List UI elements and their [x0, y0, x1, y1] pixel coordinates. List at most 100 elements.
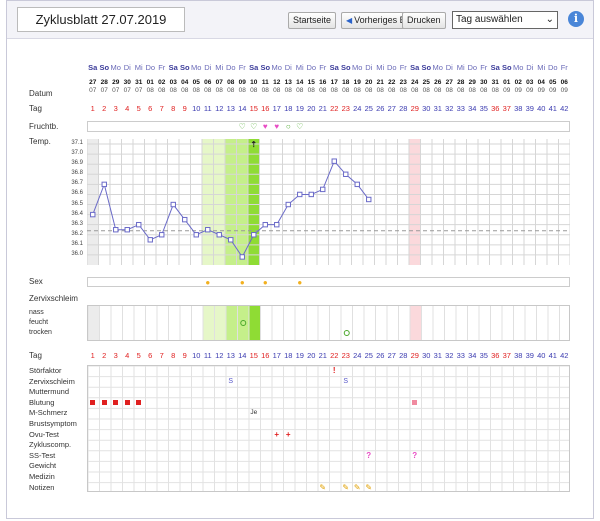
top-toolbar: Zyklusblatt 27.07.2019 Startseite ◀ Vorhe…	[7, 1, 593, 39]
symptom-row-label: Muttermund	[29, 387, 70, 397]
period-column	[409, 139, 421, 265]
cycle-day-cell: 18	[284, 351, 293, 360]
date-day: 02	[158, 79, 166, 86]
date-cell: 26 08	[432, 79, 444, 95]
temperature-point	[331, 158, 337, 164]
weekday-cell: Sa	[410, 63, 420, 72]
date-month: 09	[514, 87, 522, 94]
zs-level-label: nass	[29, 309, 44, 316]
temperature-point	[193, 232, 199, 238]
weekday-cell: Di	[365, 63, 373, 72]
weekday-cell: Mi	[295, 63, 304, 72]
info-icon[interactable]: i	[568, 11, 584, 27]
cycle-day-cell: 18	[284, 104, 293, 113]
temperature-point	[366, 196, 372, 203]
date-cell: 20 08	[363, 79, 375, 95]
cycle-day-cell: 19	[295, 104, 304, 113]
fertile-window-mid	[225, 139, 237, 265]
fertility-marker-icon: ♡	[250, 122, 258, 131]
temperature-point	[90, 211, 96, 218]
sex-marker-icon: ●	[205, 278, 211, 287]
temperature-point	[354, 181, 360, 188]
cycle-day-cell: 42	[560, 104, 569, 113]
date-month: 08	[261, 87, 269, 94]
symptom-row-label: M-Schmerz	[29, 408, 68, 418]
date-cell: 28 08	[455, 79, 467, 95]
weekday-cell: Do	[467, 63, 478, 72]
date-month: 09	[537, 87, 545, 94]
fertility-marker-icon: ♥	[274, 122, 280, 131]
date-month: 08	[319, 87, 327, 94]
fertile-window-light	[214, 306, 226, 340]
date-cell: 31 08	[490, 79, 502, 95]
cycle-day-cell: 37	[502, 104, 511, 113]
home-button[interactable]: Startseite	[288, 12, 337, 29]
temp-axis-label: 36.5	[71, 200, 83, 207]
print-button[interactable]: Drucken	[402, 12, 446, 29]
cycle-day-cell: 3	[113, 351, 118, 360]
weekday-cell: Di	[204, 63, 212, 72]
temperature-point	[297, 191, 303, 198]
cycle-day-cell: 28	[399, 104, 408, 113]
cycle-day-cell: 35	[479, 104, 488, 113]
date-cell: 24 08	[409, 79, 421, 95]
date-day: 11	[261, 79, 269, 86]
fertile-window-peak	[248, 139, 260, 265]
weekday-cell: Mo	[191, 63, 202, 72]
cycle-day-cell: 12	[215, 104, 224, 113]
weekday-cell: Mo	[352, 63, 363, 72]
previous-sheet-label: Vorheriges Blatt	[354, 15, 418, 25]
row-label-fruchtb: Fruchtb.	[29, 122, 59, 131]
cycle-day-cell: 9	[182, 351, 187, 360]
cycle-day-cell: 7	[159, 351, 164, 360]
cycle-day-cell: 2	[102, 104, 107, 113]
date-month: 08	[411, 87, 419, 94]
cycle-day-cell: 30	[422, 351, 431, 360]
cycle-day-cell: 16	[261, 104, 270, 113]
zervix-symptom-marker: S	[228, 377, 234, 385]
note-pencil-icon: ✎	[319, 482, 327, 492]
date-cell: 10 08	[248, 79, 260, 95]
date-month: 08	[296, 87, 304, 94]
date-day: 27	[445, 79, 453, 86]
zervix-grid	[87, 305, 570, 341]
fertile-window-light	[203, 306, 215, 340]
zs-level-label: feucht	[29, 319, 49, 326]
date-cell: 01 08	[145, 79, 157, 95]
temperature-point	[113, 227, 119, 233]
date-day: 03	[526, 79, 534, 86]
weekday-cell: Mo	[271, 63, 282, 72]
date-day: 10	[250, 79, 258, 86]
date-day: 09	[238, 79, 246, 86]
date-day: 28	[457, 79, 465, 86]
row-label-zervix: Zervixschleim	[29, 294, 78, 303]
weekday-cell: Fr	[319, 63, 327, 72]
fertility-marker-icon: ♥	[262, 122, 268, 131]
cycle-day-cell: 34	[468, 104, 477, 113]
symptom-row-label: Störfaktor	[29, 366, 62, 375]
date-month: 08	[192, 87, 200, 94]
temperature-point	[182, 216, 188, 223]
temperature-point	[343, 171, 349, 177]
day-select[interactable]: Tag auswählen ⌄	[452, 11, 558, 29]
date-month: 08	[353, 87, 361, 94]
cycle-day-cell: 9	[182, 104, 187, 113]
cycle-day-cell: 24	[353, 351, 362, 360]
date-month: 08	[388, 87, 396, 94]
date-cell: 06 09	[559, 79, 571, 95]
cycle-day-cell: 1	[90, 351, 95, 360]
day-select-value: Tag auswählen	[456, 14, 523, 25]
date-month: 08	[342, 87, 350, 94]
weekday-cell: Sa	[168, 63, 178, 72]
left-arrow-icon: ◀	[346, 16, 353, 25]
fertility-row-box	[87, 121, 570, 132]
date-day: 01	[146, 79, 154, 86]
row-label-datum: Datum	[29, 89, 53, 98]
date-cell: 27 08	[444, 79, 456, 95]
cycle-day-cell: 8	[171, 351, 176, 360]
date-day: 26	[434, 79, 442, 86]
date-day: 31	[135, 79, 143, 86]
cycle-day-cell: 34	[468, 351, 477, 360]
date-month: 08	[365, 87, 373, 94]
fertile-window-light	[202, 139, 214, 265]
